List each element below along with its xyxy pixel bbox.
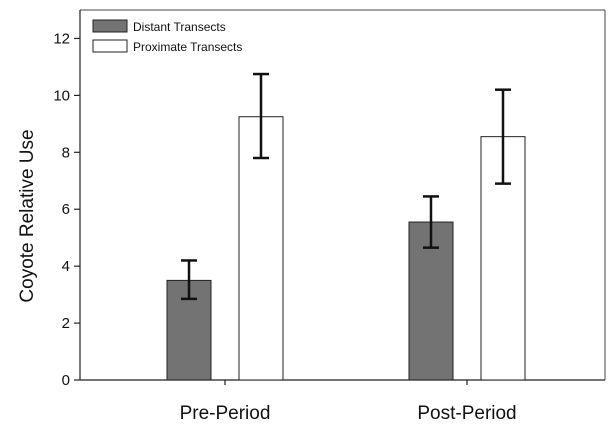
error-bars: [181, 72, 511, 301]
plot-frame: [79, 9, 606, 381]
y-tick-label: 8: [62, 144, 70, 161]
bar: [238, 116, 284, 381]
y-axis: 0 2 4 6 8 10 12: [53, 30, 80, 389]
y-tick-label: 12: [53, 30, 70, 47]
y-tick-label: 0: [62, 372, 70, 389]
y-tick-label: 10: [53, 87, 70, 104]
legend-label: Proximate Transects: [133, 40, 242, 54]
y-tick-label: 6: [62, 201, 70, 218]
y-tick-label: 4: [62, 258, 70, 275]
x-tick-label: Post-Period: [417, 403, 516, 424]
legend: Distant Transects Proximate Transects: [92, 19, 242, 54]
x-axis: Pre-Period Post-Period: [180, 380, 517, 424]
legend-label: Distant Transects: [133, 20, 226, 34]
y-axis-label: Coyote Relative Use: [17, 129, 38, 302]
x-tick-label: Pre-Period: [180, 403, 271, 424]
y-tick-label: 2: [62, 315, 70, 332]
legend-swatch: [92, 39, 128, 53]
bars: [166, 116, 526, 381]
legend-swatch: [92, 19, 128, 33]
